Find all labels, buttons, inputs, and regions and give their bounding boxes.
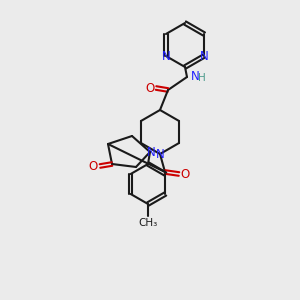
Text: O: O [180,167,190,181]
Text: N: N [200,50,208,62]
Text: N: N [156,148,164,160]
Text: H: H [198,73,206,83]
Text: O: O [88,160,98,172]
Text: N: N [162,50,170,62]
Text: N: N [147,146,155,158]
Text: CH₃: CH₃ [138,218,158,228]
Text: O: O [146,82,154,94]
Text: N: N [190,70,200,83]
